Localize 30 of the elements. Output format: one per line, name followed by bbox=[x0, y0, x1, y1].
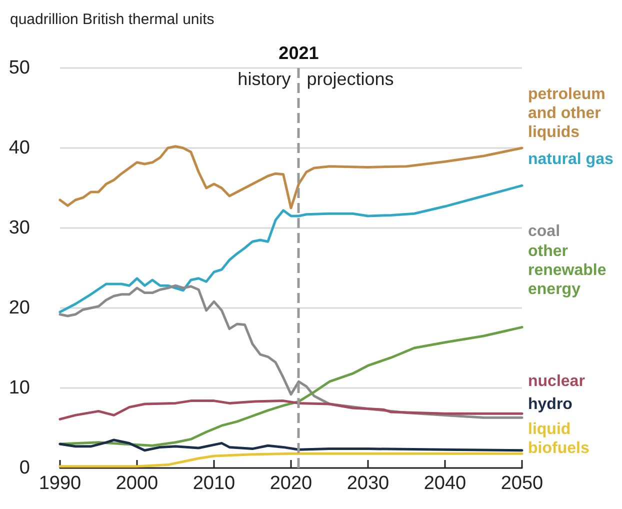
x-tick-label: 2030 bbox=[346, 473, 390, 494]
ref-line-label: 2021 bbox=[278, 43, 319, 63]
line-series bbox=[58, 452, 524, 468]
x-tick-label: 2040 bbox=[424, 473, 466, 494]
y-tick-label: 10 bbox=[8, 378, 30, 398]
annotation: projections bbox=[306, 69, 394, 89]
series-label: nuclear bbox=[528, 373, 585, 390]
series-label: natural gas bbox=[528, 151, 614, 168]
series-label: other renewable energy bbox=[528, 243, 611, 298]
y-tick-label: 20 bbox=[8, 298, 30, 318]
annotation: history bbox=[238, 69, 291, 89]
x-tick-label: 2000 bbox=[116, 473, 158, 494]
text: coal bbox=[528, 223, 560, 240]
x-tick-label: 2050 bbox=[500, 473, 544, 494]
series-label: liquid biofuels bbox=[528, 421, 590, 457]
line-series bbox=[58, 400, 524, 420]
y-tick-label: 40 bbox=[8, 138, 30, 158]
line-series bbox=[58, 145, 524, 210]
y-tick-label: 30 bbox=[8, 218, 30, 238]
y-axis-title: quadrillion British thermal units bbox=[10, 11, 214, 28]
line-series bbox=[58, 184, 524, 314]
y-tick-label: 50 bbox=[8, 58, 30, 78]
line-series bbox=[58, 326, 524, 447]
y-tick-label: 0 bbox=[19, 458, 30, 478]
x-tick-label: 1990 bbox=[38, 473, 82, 494]
x-tick-label: 2020 bbox=[270, 473, 312, 494]
series-label: petroleum and other liquids bbox=[528, 86, 610, 141]
line-series bbox=[58, 438, 524, 452]
text: hydro bbox=[528, 396, 573, 413]
x-tick-label: 2010 bbox=[192, 473, 236, 494]
